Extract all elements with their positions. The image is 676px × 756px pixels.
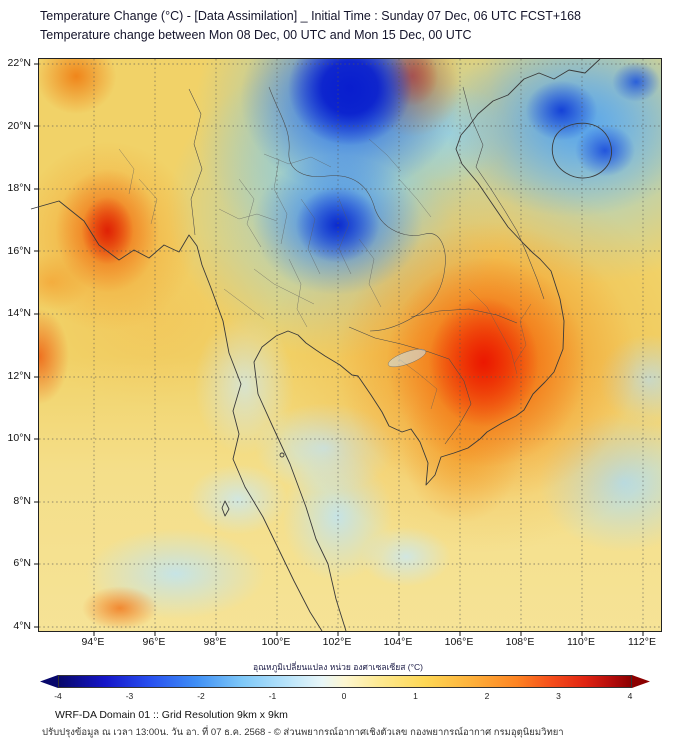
lat-tick-label: 8°N: [13, 494, 31, 507]
lon-tick-label: 94°E: [81, 636, 105, 648]
colorbar-tick-label: -4: [54, 691, 62, 701]
lon-tick-label: 102°E: [322, 636, 352, 648]
lon-tick-label: 112°E: [628, 636, 656, 648]
country-borders: [188, 86, 545, 445]
hainan-island: [551, 122, 612, 179]
page-subtitle: Temperature change between Mon 08 Dec, 0…: [40, 28, 472, 42]
colorbar-tick-label: 2: [484, 691, 490, 701]
lat-tick-label: 4°N: [13, 619, 31, 632]
colorbar-ticks: -4 -3 -2 -1 0 1 2 3 4: [48, 691, 640, 701]
page-title: Temperature Change (°C) - [Data Assimila…: [40, 9, 581, 23]
colorbar-tick-label: 4: [627, 691, 633, 701]
lon-tick-label: 100°E: [261, 636, 291, 648]
temperature-map: [30, 58, 662, 636]
colorbar-tick-label: 3: [556, 691, 561, 701]
axis-tick-marks: [34, 63, 644, 636]
grid-lines: [39, 59, 661, 631]
phuket-island: [221, 500, 230, 517]
colorbar-tick-label: -1: [268, 691, 277, 701]
lon-tick-label: 96°E: [142, 636, 166, 648]
tonle-sap-lake: [387, 348, 427, 368]
lat-tick-label: 18°N: [7, 182, 31, 195]
lat-tick-label: 16°N: [7, 244, 31, 257]
lat-tick-label: 22°N: [7, 57, 31, 69]
province-boundaries: [118, 138, 532, 410]
footer-update-info: ปรับปรุงข้อมูล ณ เวลา 13:00น. วัน อา. ที…: [42, 727, 564, 738]
lat-tick-label: 10°N: [7, 432, 31, 445]
lon-tick-label: 104°E: [383, 636, 413, 648]
lat-tick-label: 12°N: [7, 369, 31, 382]
lon-tick-label: 98°E: [203, 636, 227, 648]
samui-island: [279, 452, 285, 458]
coastline: [30, 58, 612, 632]
lat-tick-label: 6°N: [13, 557, 31, 570]
colorbar-tick-label: 1: [413, 691, 418, 701]
lat-tick-label: 14°N: [7, 307, 31, 320]
colorbar-tick-label: -3: [125, 691, 134, 701]
lon-tick-label: 108°E: [505, 636, 535, 648]
lat-tick-label: 20°N: [7, 119, 31, 132]
colorbar-tick-label: -2: [197, 691, 205, 701]
colorbar-max-arrow: [632, 675, 650, 688]
map-overlay: [30, 58, 661, 636]
lon-tick-label: 110°E: [567, 636, 595, 648]
colorbar-gradient: [58, 675, 632, 688]
longitude-axis: 94°E 96°E 98°E 100°E 102°E 104°E 106°E 1…: [73, 636, 662, 648]
colorbar-min-arrow: [40, 675, 58, 688]
colorbar-title: อุณหภูมิเปลี่ยนแปลง หน่วย องศาเซลเซียส (…: [253, 662, 423, 672]
colorbar: [40, 675, 650, 688]
lon-tick-label: 106°E: [444, 636, 474, 648]
temperature-field: [39, 59, 661, 631]
colorbar-tick-label: 0: [341, 691, 347, 701]
footer-domain-info: WRF-DA Domain 01 :: Grid Resolution 9km …: [55, 709, 288, 721]
latitude-axis: 22°N 20°N 18°N 16°N 14°N 12°N 10°N 8°N 6…: [0, 57, 34, 632]
